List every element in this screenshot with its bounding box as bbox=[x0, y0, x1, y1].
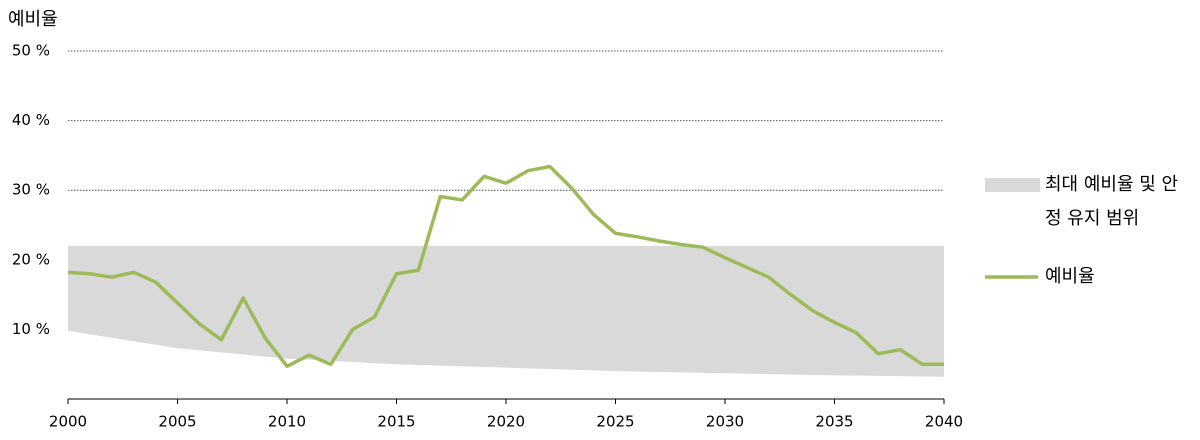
y-tick-label: 40 % bbox=[12, 111, 50, 129]
legend-label: 예비율 bbox=[1045, 266, 1095, 287]
x-tick-label: 2005 bbox=[158, 413, 196, 431]
x-tick-label: 2000 bbox=[49, 413, 87, 431]
x-tick-label: 2025 bbox=[596, 413, 634, 431]
legend-swatch bbox=[985, 178, 1040, 192]
x-tick-label: 2035 bbox=[815, 413, 853, 431]
y-axis-label: 예비율 bbox=[8, 9, 58, 30]
range-band bbox=[68, 245, 944, 377]
x-tick-label: 2020 bbox=[487, 413, 525, 431]
y-tick-label: 50 % bbox=[12, 42, 50, 60]
x-tick-label: 2015 bbox=[377, 413, 415, 431]
y-tick-label: 10 % bbox=[12, 320, 50, 338]
x-tick-label: 2040 bbox=[925, 413, 963, 431]
x-tick-label: 2030 bbox=[706, 413, 744, 431]
x-tick-label: 2010 bbox=[268, 413, 306, 431]
y-tick-label: 30 % bbox=[12, 181, 50, 199]
data-line bbox=[67, 164, 944, 369]
legend-label: 최대 예비율 및 안정 유지 범위 bbox=[1045, 174, 1179, 229]
y-tick-label: 20 % bbox=[12, 250, 50, 268]
